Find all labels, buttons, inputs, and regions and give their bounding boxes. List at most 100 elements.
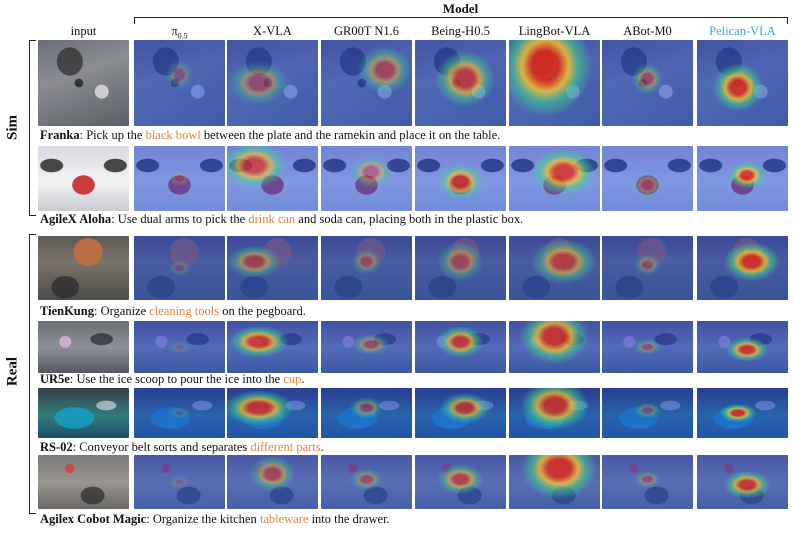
caption-text: on the pegboard.: [219, 304, 306, 318]
scene-layer: [38, 40, 129, 126]
scene-layer: [38, 321, 129, 373]
column-header-label: ABot-M0: [623, 24, 672, 38]
heatmap-overlay: [227, 236, 318, 300]
attention-heatmap: [415, 236, 506, 300]
attention-heatmap: [415, 388, 506, 438]
group-label-sim: Sim: [4, 115, 21, 141]
heatmap-overlay: [509, 388, 600, 438]
attention-heatmap: [321, 40, 412, 126]
heatmap-overlay: [227, 40, 318, 126]
attention-heatmap: [415, 146, 506, 211]
row-caption: AgileX Aloha: Use dual arms to pick the …: [40, 212, 523, 227]
caption-highlight: cleaning tools: [149, 304, 220, 318]
attention-heatmap: [227, 388, 318, 438]
row-caption: Agilex Cobot Magic: Organize the kitchen…: [40, 512, 390, 527]
column-header-7: Pelican-VLA: [697, 24, 788, 40]
caption-text: .: [320, 440, 324, 454]
caption-text: and soda can, placing both in the plasti…: [295, 212, 524, 226]
column-header-label: LingBot-VLA: [518, 24, 591, 38]
heatmap-overlay: [227, 455, 318, 509]
column-header-3: GR00T N1.6: [321, 24, 412, 40]
attention-heatmap: [227, 146, 318, 211]
attention-heatmap: [509, 236, 600, 300]
attention-heatmap: [697, 236, 788, 300]
input-image: [38, 40, 129, 126]
input-image: [38, 388, 129, 438]
attention-heatmap: [509, 321, 600, 373]
attention-heatmap: [602, 236, 693, 300]
scene-layer: [38, 388, 129, 438]
heatmap-overlay: [134, 236, 225, 300]
heatmap-overlay: [602, 321, 693, 373]
robot-name: TienKung: [40, 304, 94, 318]
heatmap-overlay: [602, 388, 693, 438]
caption-text: : Organize: [93, 304, 150, 318]
heatmap-overlay: [509, 321, 600, 373]
heatmap-overlay: [227, 321, 318, 373]
row-caption: Franka: Pick up the black bowl between t…: [40, 128, 500, 143]
attention-heatmap: [227, 321, 318, 373]
column-header-label: GR00T N1.6: [333, 24, 400, 38]
attention-heatmap: [415, 455, 506, 509]
column-header-label: Pelican-VLA: [709, 24, 776, 38]
column-header-5: LingBot-VLA: [509, 24, 600, 40]
heatmap-overlay: [602, 146, 693, 211]
heatmap-overlay: [602, 455, 693, 509]
attention-heatmap: [509, 455, 600, 509]
heatmap-overlay: [134, 388, 225, 438]
heatmap-overlay: [321, 455, 412, 509]
caption-text: .: [301, 372, 305, 386]
caption-highlight: cup: [283, 372, 302, 386]
group-bracket-1: [29, 234, 36, 514]
attention-heatmap: [602, 146, 693, 211]
attention-heatmap: [602, 321, 693, 373]
column-header-label: Being-H0.5: [431, 24, 490, 38]
column-header-6: ABot-M0: [602, 24, 693, 40]
attention-heatmap: [134, 388, 225, 438]
heatmap-overlay: [509, 236, 600, 300]
group-label-real: Real: [4, 356, 21, 387]
robot-name: UR5e: [40, 372, 70, 386]
heatmap-overlay: [321, 388, 412, 438]
attention-heatmap: [321, 146, 412, 211]
heatmap-overlay: [415, 455, 506, 509]
caption-highlight: tableware: [259, 512, 309, 526]
attention-heatmap: [134, 146, 225, 211]
attention-heatmap: [321, 236, 412, 300]
heatmap-overlay: [415, 321, 506, 373]
heatmap-overlay: [415, 388, 506, 438]
column-header-subscript: 0.5: [177, 31, 188, 41]
attention-heatmap: [227, 40, 318, 126]
heatmap-overlay: [321, 236, 412, 300]
heatmap-overlay: [134, 455, 225, 509]
scene-layer: [38, 455, 129, 509]
row-caption: RS-02: Conveyor belt sorts and separates…: [40, 440, 324, 455]
caption-text: : Use dual arms to pick the: [111, 212, 249, 226]
model-title: Model: [442, 1, 479, 16]
model-bracket: [134, 17, 788, 24]
attention-heatmap: [509, 146, 600, 211]
caption-text: between the plate and the ramekin and pl…: [200, 128, 501, 142]
heatmap-overlay: [415, 40, 506, 126]
heatmap-overlay: [509, 146, 600, 211]
robot-name: Agilex Cobot Magic: [40, 512, 147, 526]
caption-text: : Organize the kitchen: [146, 512, 260, 526]
attention-heatmap: [697, 146, 788, 211]
input-image: [38, 455, 129, 509]
attention-heatmap: [415, 321, 506, 373]
heatmap-overlay: [602, 40, 693, 126]
robot-name: Franka: [40, 128, 80, 142]
heatmap-overlay: [697, 236, 788, 300]
attention-heatmap: [321, 388, 412, 438]
heatmap-overlay: [227, 146, 318, 211]
attention-heatmap: [509, 40, 600, 126]
heatmap-overlay: [134, 146, 225, 211]
column-header-2: X-VLA: [227, 24, 318, 40]
row-caption: TienKung: Organize cleaning tools on the…: [40, 304, 306, 319]
input-image: [38, 321, 129, 373]
attention-heatmap: [134, 236, 225, 300]
input-image: [38, 236, 129, 300]
attention-heatmap: [509, 388, 600, 438]
group-bracket-0: [29, 40, 36, 216]
column-header-0: input: [38, 24, 129, 40]
